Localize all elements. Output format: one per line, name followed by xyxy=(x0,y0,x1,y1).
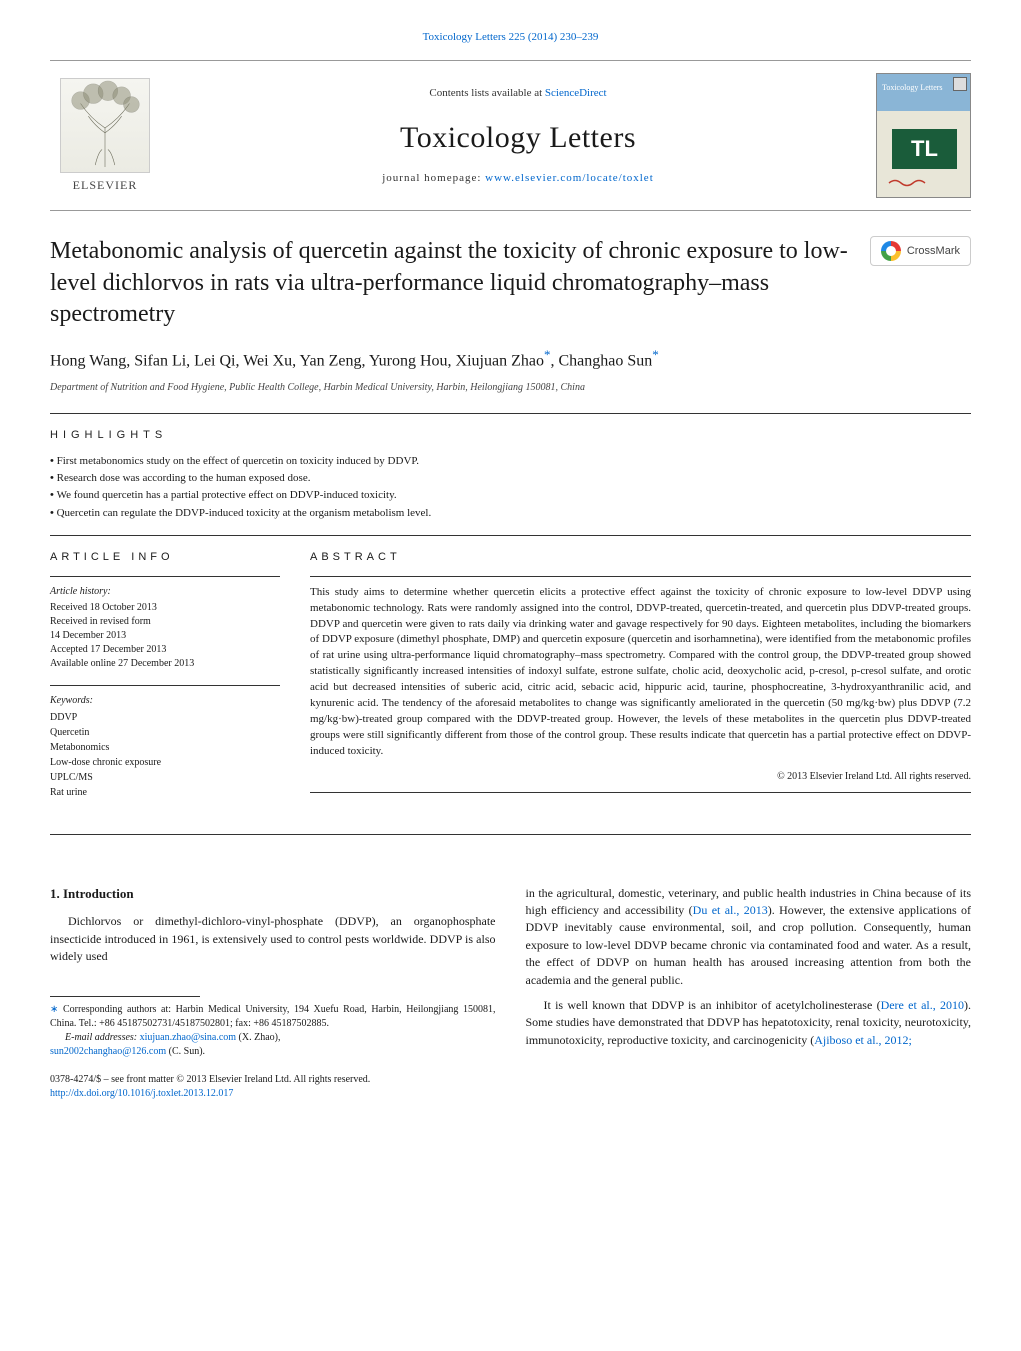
article-history: Article history: Received 18 October 201… xyxy=(50,585,280,671)
keyword: UPLC/MS xyxy=(50,770,280,785)
rule xyxy=(50,685,280,686)
history-line: Received in revised form xyxy=(50,615,280,629)
highlight-item: Quercetin can regulate the DDVP-induced … xyxy=(50,506,971,521)
info-abstract-row: ARTICLE INFO Article history: Received 1… xyxy=(50,550,971,813)
highlights-list: First metabonomics study on the effect o… xyxy=(50,454,971,522)
abstract-heading: ABSTRACT xyxy=(310,550,971,565)
cover-abbrev: TL xyxy=(892,129,957,169)
masthead: ELSEVIER Contents lists available at Sci… xyxy=(50,60,971,211)
history-line: 14 December 2013 xyxy=(50,629,280,643)
masthead-center: Contents lists available at ScienceDirec… xyxy=(180,73,856,198)
publisher-name: ELSEVIER xyxy=(73,177,138,194)
article-info-heading: ARTICLE INFO xyxy=(50,550,280,565)
crossmark-label: CrossMark xyxy=(907,244,960,259)
authors-part1: Hong Wang, Sifan Li, Lei Qi, Wei Xu, Yan… xyxy=(50,352,544,369)
footnote-rule xyxy=(50,996,200,997)
rule xyxy=(50,535,971,536)
sciencedirect-link[interactable]: ScienceDirect xyxy=(545,87,607,99)
email-link-2[interactable]: sun2002changhao@126.com xyxy=(50,1046,166,1057)
authors: Hong Wang, Sifan Li, Lei Qi, Wei Xu, Yan… xyxy=(50,345,971,373)
citation-link[interactable]: Toxicology Letters 225 (2014) 230–239 xyxy=(423,31,599,43)
elsevier-tree-icon xyxy=(60,78,150,173)
citation-link[interactable]: Du et al., 2013 xyxy=(693,903,768,917)
email-label: E-mail addresses: xyxy=(65,1032,140,1043)
column-right: in the agricultural, domestic, veterinar… xyxy=(526,885,972,1101)
email2-name: (C. Sun). xyxy=(166,1046,205,1057)
contents-available: Contents lists available at ScienceDirec… xyxy=(180,86,856,101)
history-label: Article history: xyxy=(50,585,280,599)
cover-title: Toxicology Letters xyxy=(882,84,965,93)
journal-homepage: journal homepage: www.elsevier.com/locat… xyxy=(180,171,856,186)
email1-name: (X. Zhao), xyxy=(236,1032,280,1043)
corresponding-asterisk-2[interactable]: * xyxy=(652,347,659,362)
citation-link[interactable]: Ajiboso et al., 2012; xyxy=(814,1033,912,1047)
highlights-heading: HIGHLIGHTS xyxy=(50,428,971,443)
article-info: ARTICLE INFO Article history: Received 1… xyxy=(50,550,280,813)
bottom-meta: 0378-4274/$ – see front matter © 2013 El… xyxy=(50,1073,496,1101)
keyword: Metabonomics xyxy=(50,740,280,755)
rule xyxy=(50,576,280,577)
body-paragraph: Dichlorvos or dimethyl-dichloro-vinyl-ph… xyxy=(50,913,496,965)
homepage-prefix: journal homepage: xyxy=(382,172,485,184)
abstract-copyright: © 2013 Elsevier Ireland Ltd. All rights … xyxy=(310,770,971,784)
article-title: Metabonomic analysis of quercetin agains… xyxy=(50,236,850,330)
title-row: Metabonomic analysis of quercetin agains… xyxy=(50,236,971,330)
history-line: Accepted 17 December 2013 xyxy=(50,643,280,657)
cover-squiggle-icon xyxy=(887,177,927,189)
column-left: 1. Introduction Dichlorvos or dimethyl-d… xyxy=(50,885,496,1101)
footnotes: ∗ Corresponding authors at: Harbin Medic… xyxy=(50,1003,496,1059)
rule xyxy=(50,834,971,835)
citation-link[interactable]: Dere et al., 2010 xyxy=(881,998,964,1012)
contents-prefix: Contents lists available at xyxy=(429,87,544,99)
highlight-item: First metabonomics study on the effect o… xyxy=(50,454,971,469)
journal-title: Toxicology Letters xyxy=(180,117,856,159)
rule xyxy=(310,792,971,793)
body-paragraph: in the agricultural, domestic, veterinar… xyxy=(526,885,972,989)
crossmark-icon xyxy=(881,241,901,261)
issn-line: 0378-4274/$ – see front matter © 2013 El… xyxy=(50,1073,496,1087)
email-footnote: E-mail addresses: xiujuan.zhao@sina.com … xyxy=(50,1031,496,1059)
history-line: Received 18 October 2013 xyxy=(50,601,280,615)
corr-text: Corresponding authors at: Harbin Medical… xyxy=(50,1004,496,1029)
keyword: Quercetin xyxy=(50,725,280,740)
abstract: ABSTRACT This study aims to determine wh… xyxy=(310,550,971,813)
body-paragraph: It is well known that DDVP is an inhibit… xyxy=(526,997,972,1049)
affiliation: Department of Nutrition and Food Hygiene… xyxy=(50,381,971,395)
doi-link[interactable]: http://dx.doi.org/10.1016/j.toxlet.2013.… xyxy=(50,1088,233,1099)
homepage-link[interactable]: www.elsevier.com/locate/toxlet xyxy=(485,172,654,184)
email-link-1[interactable]: xiujuan.zhao@sina.com xyxy=(140,1032,236,1043)
body-columns: 1. Introduction Dichlorvos or dimethyl-d… xyxy=(50,885,971,1101)
history-line: Available online 27 December 2013 xyxy=(50,657,280,671)
authors-part2: , Changhao Sun xyxy=(550,352,652,369)
rule xyxy=(310,576,971,577)
keyword: DDVP xyxy=(50,710,280,725)
rule xyxy=(50,413,971,414)
introduction-heading: 1. Introduction xyxy=(50,885,496,904)
citation-header: Toxicology Letters 225 (2014) 230–239 xyxy=(50,30,971,45)
highlight-item: Research dose was according to the human… xyxy=(50,471,971,486)
keyword: Rat urine xyxy=(50,785,280,800)
publisher-logo[interactable]: ELSEVIER xyxy=(50,73,160,198)
abstract-text: This study aims to determine whether que… xyxy=(310,585,971,760)
text-run: It is well known that DDVP is an inhibit… xyxy=(544,998,881,1012)
highlight-item: We found quercetin has a partial protect… xyxy=(50,488,971,503)
crossmark-badge[interactable]: CrossMark xyxy=(870,236,971,266)
keyword: Low-dose chronic exposure xyxy=(50,755,280,770)
corresponding-footnote: ∗ Corresponding authors at: Harbin Medic… xyxy=(50,1003,496,1031)
keywords-label: Keywords: xyxy=(50,694,280,708)
journal-cover-thumbnail[interactable]: Toxicology Letters TL xyxy=(876,73,971,198)
keywords-block: Keywords: DDVP Quercetin Metabonomics Lo… xyxy=(50,694,280,800)
